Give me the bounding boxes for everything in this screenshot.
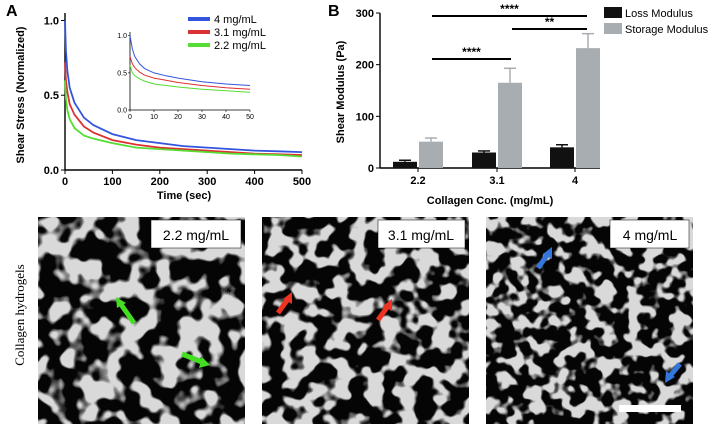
micrograph-1-arrow-icon [116, 297, 137, 325]
inset-series-line-2 [129, 56, 251, 90]
bar-loss-4 [550, 147, 574, 168]
micrograph-2-label-box [377, 219, 466, 249]
panel-a-x-tick-label: 500 [293, 176, 311, 188]
panel-a-inset: 0 10 20 30 40 50 0.0 0.5 1.0 [117, 32, 254, 121]
panel-b-bars [393, 32, 600, 169]
panel-a-series-line-2 [64, 62, 303, 156]
micrograph-1-fibers [38, 217, 245, 424]
panel-b-y-tick-label: 300 [356, 8, 374, 20]
bar-loss-2.2 [393, 161, 417, 168]
micrograph-1-label-box [150, 219, 242, 249]
significance-label-3: **** [462, 45, 481, 59]
bar-loss-3.1 [472, 152, 496, 168]
micrograph-3-label-box [609, 219, 690, 249]
panel-b-significance: ********** [432, 2, 587, 60]
panel-b-x-tick-label: 3.1 [489, 175, 504, 187]
panel-a-legend-label-2: 3.1 mg/mL [214, 27, 266, 39]
inset-series-line-1 [129, 35, 251, 86]
micrograph-2-arrow-icon-2 [375, 299, 392, 322]
panel-a-letter: A [6, 3, 18, 20]
bar-storage-4 [576, 48, 600, 169]
panel-a-y-tick-label: 0.0 [44, 165, 59, 177]
panel-b-x-tick-label: 2.2 [410, 175, 425, 187]
micrograph-1-label: 2.2 mg/mL [163, 227, 229, 243]
inset-y-tick-label: 0.0 [117, 108, 127, 115]
panel-a-y-tick-label: 1.0 [44, 15, 59, 27]
panel-b-y-tick-label: 100 [356, 111, 374, 123]
panel-b-legend-swatch-2 [604, 23, 622, 34]
panel-b-y-tick-label: 0 [368, 163, 374, 175]
micrograph-2-arrow-icon [275, 292, 292, 315]
inset-x-tick-label: 40 [222, 114, 230, 121]
panel-a-series-line-3 [64, 80, 303, 158]
micrograph-3-arrow-icon-2 [665, 362, 682, 383]
panel-b-letter: B [328, 3, 340, 20]
panel-b-x-tick-label: 4 [572, 175, 579, 187]
inset-x-tick-label: 0 [128, 114, 132, 121]
micrograph-2: 3.1 mg/mL [262, 217, 469, 424]
panel-a-series-line-1 [64, 20, 303, 153]
panel-a-legend-label-1: 4 mg/mL [214, 14, 257, 26]
panel-a: A Shear Stress (Normalized) Time (sec) 0… [6, 3, 311, 202]
panel-a-x-tick-label: 300 [198, 176, 216, 188]
inset-y-tick-label: 1.0 [117, 33, 127, 40]
bar-storage-2.2 [419, 141, 443, 168]
inset-x-tick-label: 20 [174, 114, 182, 121]
panel-a-x-tick-label: 400 [245, 176, 263, 188]
inset-series-line-3 [129, 65, 251, 93]
panel-a-x-tick-label: 0 [62, 176, 68, 188]
micrograph-1-arrow-icon-2 [181, 351, 210, 368]
panel-b-y-tick-label: 200 [356, 60, 374, 72]
panel-a-legend: 4 mg/mL3.1 mg/mL2.2 mg/mL [188, 14, 266, 52]
panel-a-x-axis-title: Time (sec) [157, 190, 212, 202]
panel-a-lines [64, 20, 303, 158]
panel-a-y-axis-title: Shear Stress (Normalized) [15, 26, 27, 163]
inset-x-tick-label: 10 [150, 114, 158, 121]
panel-a-x-tick-label: 100 [103, 176, 121, 188]
micrograph-side-label: Collagen hydrogels [12, 264, 27, 365]
significance-label-1: **** [500, 2, 519, 16]
micrograph-3-arrow-icon [535, 247, 552, 270]
significance-label-2: ** [545, 15, 555, 29]
micrograph-2-label: 3.1 mg/mL [388, 227, 454, 243]
micrograph-3-fibers [486, 217, 693, 424]
micrograph-3: 4 mg/mL [486, 217, 693, 424]
panel-a-legend-label-3: 2.2 mg/mL [214, 40, 266, 52]
inset-x-tick-label: 30 [198, 114, 206, 121]
micrograph-2-fibers [262, 217, 469, 424]
inset-y-tick-label: 0.5 [117, 70, 127, 77]
micrographs: Collagen hydrogels 2.2 mg/mL 3.1 mg/mL [12, 217, 693, 424]
panel-b-legend-swatch-1 [604, 7, 622, 18]
scale-bar [619, 405, 681, 412]
micrograph-3-label: 4 mg/mL [623, 227, 678, 243]
micrograph-1: 2.2 mg/mL [38, 217, 245, 424]
inset-x-tick-label: 50 [246, 114, 254, 121]
panel-b: B Shear Modulus (Pa) Collagen Conc. (mg/… [328, 2, 709, 207]
panel-a-y-tick-label: 0.5 [44, 90, 59, 102]
panel-b-y-axis-title: Shear Modulus (Pa) [335, 40, 347, 143]
panel-b-x-axis-title: Collagen Conc. (mg/mL) [427, 195, 554, 207]
panel-a-x-tick-label: 200 [151, 176, 169, 188]
panel-b-legend-label-2: Storage Modulus [625, 24, 709, 36]
bar-storage-3.1 [498, 82, 522, 168]
panel-b-legend: Loss Modulus Storage Modulus [604, 7, 709, 36]
panel-b-legend-label-1: Loss Modulus [625, 8, 693, 20]
